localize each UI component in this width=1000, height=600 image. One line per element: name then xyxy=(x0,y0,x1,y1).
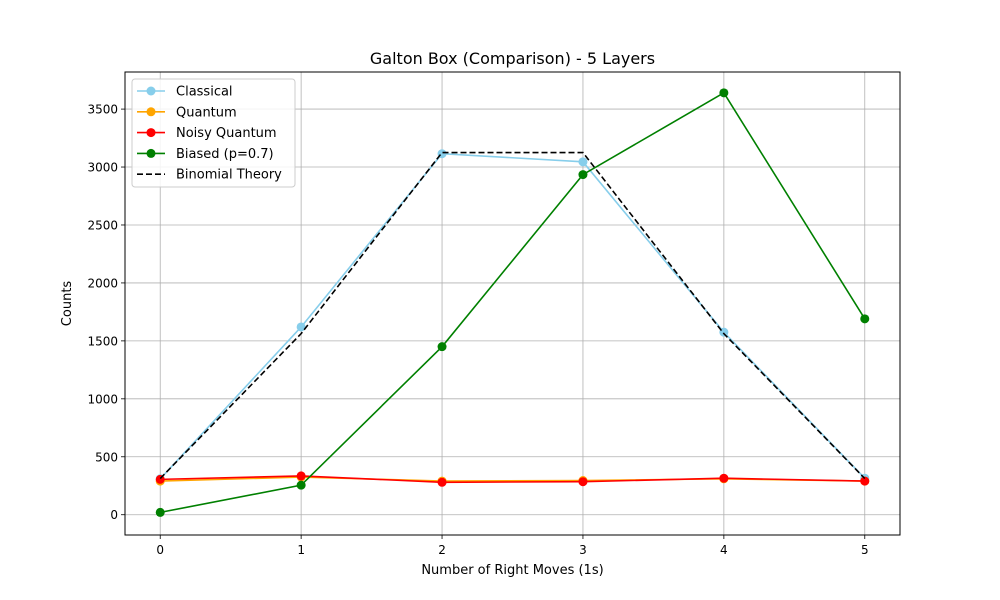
data-point xyxy=(719,473,729,483)
legend-item: Quantum xyxy=(137,105,237,120)
x-tick-label: 5 xyxy=(861,543,869,557)
data-point xyxy=(860,476,870,486)
data-point xyxy=(296,480,306,490)
y-tick-label: 1000 xyxy=(87,392,118,406)
x-tick-label: 0 xyxy=(156,543,164,557)
legend-label: Classical xyxy=(176,85,233,100)
x-tick-label: 1 xyxy=(297,543,305,557)
legend: Classical Quantum Noisy Quantum Biased (p=0… xyxy=(131,78,296,188)
x-axis-label: Number of Right Moves (1s) xyxy=(421,563,603,578)
legend-label: Quantum xyxy=(176,105,237,120)
legend-item: Biased (p=0.7) xyxy=(137,147,274,162)
data-point xyxy=(296,471,306,481)
legend-swatch-marker xyxy=(146,107,156,117)
y-tick-label: 1500 xyxy=(87,334,118,348)
data-point xyxy=(860,314,870,324)
data-point xyxy=(296,322,306,332)
plot-frame xyxy=(124,71,901,536)
data-point xyxy=(437,342,447,352)
x-tick-label: 4 xyxy=(720,543,728,557)
legend-swatch-marker xyxy=(146,148,156,158)
legend-label: Biased (p=0.7) xyxy=(176,147,274,162)
y-tick-label: 2000 xyxy=(87,276,118,290)
chart-title: Galton Box (Comparison) - 5 Layers xyxy=(370,49,655,68)
legend-item: Classical xyxy=(137,85,233,100)
legend-item: Noisy Quantum xyxy=(137,126,277,141)
series-layer xyxy=(155,88,870,517)
data-point xyxy=(578,170,588,180)
y-tick-label: 3000 xyxy=(87,161,118,175)
legend-label: Binomial Theory xyxy=(176,168,282,183)
y-tick-label: 500 xyxy=(95,450,118,464)
legend-box xyxy=(131,78,296,188)
axis-ticks: 0 1 2 3 4 5 0 500 1000 1500 2000 2500 3000 3500 xyxy=(87,103,868,557)
legend-swatch-marker xyxy=(146,86,156,96)
series-line xyxy=(159,152,866,480)
x-tick-label: 3 xyxy=(579,543,587,557)
data-point xyxy=(437,477,447,487)
y-tick-label: 2500 xyxy=(87,218,118,232)
data-point xyxy=(155,507,165,517)
series-2 xyxy=(155,471,870,487)
x-tick-label: 2 xyxy=(438,543,446,557)
series-line xyxy=(160,91,866,514)
y-axis-label: Counts xyxy=(60,281,75,327)
y-tick-label: 3500 xyxy=(87,103,118,117)
series-3 xyxy=(155,88,870,517)
legend-label: Noisy Quantum xyxy=(176,126,277,141)
data-point xyxy=(578,157,588,167)
series-line xyxy=(160,475,865,484)
data-point xyxy=(719,88,729,98)
legend-swatch-marker xyxy=(146,128,156,138)
legend-item: Binomial Theory xyxy=(137,168,282,183)
data-point xyxy=(578,477,588,487)
y-tick-label: 0 xyxy=(110,508,118,522)
